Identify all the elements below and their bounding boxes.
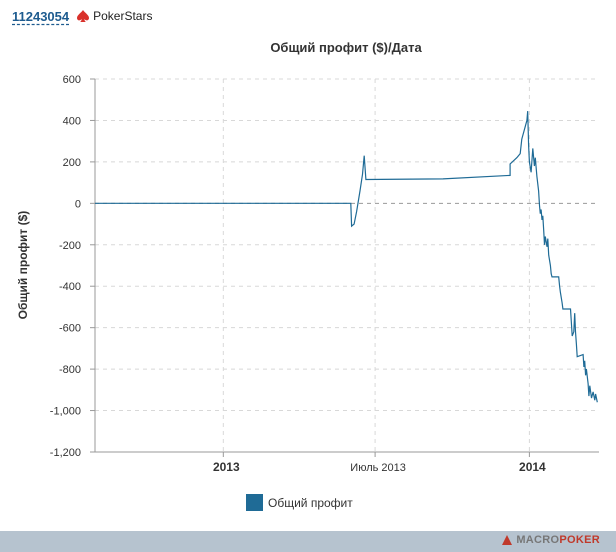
- x-tick-label: 2013: [213, 460, 240, 474]
- y-tick-label: 0: [75, 198, 81, 210]
- macropoker-logo-icon: [502, 535, 513, 545]
- y-tick-label: -1,200: [50, 447, 81, 459]
- macropoker-brand[interactable]: MACRO POKER: [501, 534, 600, 546]
- chart-title: Общий профит ($)/Дата: [270, 40, 422, 55]
- room-name: PokerStars: [93, 9, 153, 23]
- y-axis-ticks: 600 400 200 0 -200 -400 -600 -800 -1,000 -1,200: [50, 74, 95, 459]
- legend-swatch[interactable]: [246, 494, 263, 511]
- header: 11243054 PokerStars: [12, 6, 152, 26]
- y-axis-label: Общий профит ($): [16, 211, 30, 320]
- legend[interactable]: Общий профит: [246, 494, 353, 511]
- x-tick-label: 2014: [519, 460, 546, 474]
- footer-bar: MACRO POKER: [0, 531, 616, 552]
- x-axis-ticks: 2013 Июль 2013 2014: [213, 452, 546, 474]
- y-tick-label: -800: [59, 364, 81, 376]
- pokerstars-spade-icon: [77, 10, 90, 22]
- player-id-link[interactable]: 11243054: [12, 8, 70, 24]
- y-tick-label: -200: [59, 240, 81, 252]
- y-tick-label: 200: [63, 157, 81, 169]
- grid: [95, 78, 599, 452]
- x-tick-label: Июль 2013: [350, 462, 406, 474]
- room-label: PokerStars: [76, 9, 152, 23]
- y-tick-label: -400: [59, 281, 81, 293]
- y-tick-label: 400: [63, 115, 81, 127]
- profit-chart: Общий профит ($)/Дата 600 400 200 0 -200 -400…: [16, 40, 599, 511]
- brand-text-macro: MACRO: [516, 534, 560, 546]
- y-tick-label: -1,000: [50, 406, 81, 418]
- y-tick-label: -600: [59, 323, 81, 335]
- profit-series-line: [95, 111, 598, 403]
- legend-label[interactable]: Общий профит: [268, 496, 353, 510]
- brand-text-poker: POKER: [559, 534, 600, 546]
- y-tick-label: 600: [63, 74, 81, 86]
